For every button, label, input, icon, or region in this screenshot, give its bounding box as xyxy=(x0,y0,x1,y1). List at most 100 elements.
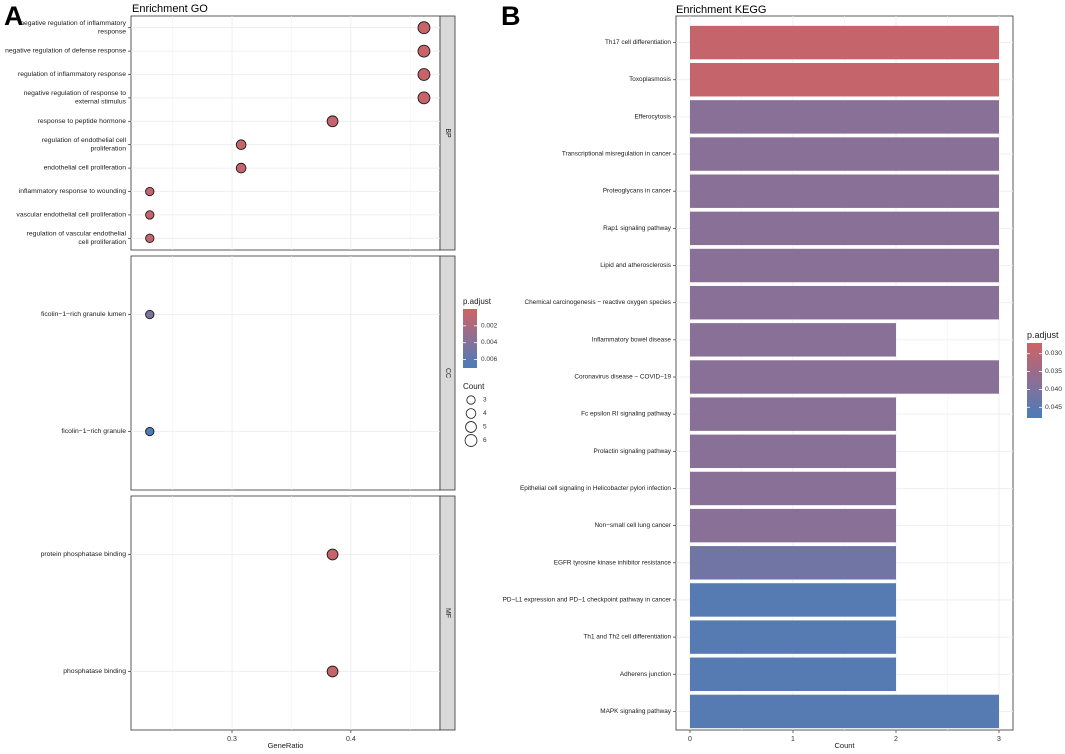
kegg-category-label: Non−small cell lung cancer xyxy=(594,522,671,529)
kegg-bar xyxy=(690,620,896,654)
go-term-label: external stimulus xyxy=(75,99,127,106)
kegg-category-label: Coronavirus disease − COVID−19 xyxy=(574,374,671,381)
kegg-bar xyxy=(690,211,999,246)
go-facet-strip xyxy=(439,255,456,491)
go-term-label: negative regulation of response to xyxy=(24,90,127,97)
kegg-category-label: Toxoplasmosis xyxy=(629,76,671,83)
kegg-bar-chart: Th17 cell differentiation Toxoplasmosis Ef… xyxy=(503,15,1062,750)
go-term-label: endothelial cell proliferation xyxy=(44,165,127,172)
go-dot xyxy=(235,162,247,174)
go-term-label: negative regulation of defense response xyxy=(5,48,126,55)
kegg-bar xyxy=(690,583,896,617)
go-term-label: vascular endothelial cell proliferation xyxy=(16,211,126,218)
kegg-category-label: PD−L1 expression and PD−1 checkpoint pat… xyxy=(503,596,672,603)
go-facet-strip xyxy=(439,15,456,251)
go-size-legend-label: 6 xyxy=(483,437,487,444)
kegg-category-label: Efferocytosis xyxy=(635,113,671,120)
kegg-legend-tick-label: 0.035 xyxy=(1045,368,1062,375)
go-dot xyxy=(145,426,155,437)
go-term-label: protein phosphatase binding xyxy=(41,551,127,558)
kegg-bar xyxy=(690,323,896,357)
kegg-x-tick-label: 1 xyxy=(791,736,795,743)
kegg-bar xyxy=(690,174,999,208)
go-size-legend-dot xyxy=(465,408,477,419)
kegg-x-tick-label: 2 xyxy=(894,736,898,743)
kegg-legend-tick-label: 0.040 xyxy=(1045,386,1062,393)
go-x-tick-label: 0.3 xyxy=(227,736,237,743)
panel-label-a: A xyxy=(4,1,24,31)
go-x-tick-label: 0.4 xyxy=(346,736,356,743)
kegg-x-axis-title: Count xyxy=(834,741,855,750)
kegg-category-label: Epithelial cell signaling in Helicobacte… xyxy=(520,485,671,492)
kegg-bar xyxy=(690,285,999,320)
kegg-category-label: Prolactin signaling pathway xyxy=(594,448,672,455)
go-dot xyxy=(417,68,431,81)
kegg-x-tick-label: 0 xyxy=(688,736,692,743)
kegg-bar xyxy=(690,694,999,729)
panel-label-b: B xyxy=(501,1,521,31)
go-dot xyxy=(417,44,431,58)
go-facet-strip xyxy=(439,495,456,731)
kegg-x-tick-label: 3 xyxy=(997,736,1001,743)
kegg-bar xyxy=(690,137,999,171)
go-dot xyxy=(417,91,431,105)
kegg-bar xyxy=(690,360,999,394)
go-dot xyxy=(235,139,247,150)
kegg-bar xyxy=(690,248,999,283)
go-legend-tick-label: 0.002 xyxy=(481,322,498,329)
kegg-category-label: Transcriptional misregulation in cancer xyxy=(562,151,672,158)
go-size-legend-label: 3 xyxy=(483,397,487,404)
kegg-bar xyxy=(690,63,999,97)
go-facet-label: MF xyxy=(444,608,451,618)
go-size-legend-title: Count xyxy=(463,382,485,391)
go-legend-colorbar xyxy=(463,309,477,368)
kegg-category-label: Inflammatory bowel disease xyxy=(592,336,672,343)
go-size-legend-dot xyxy=(465,421,477,433)
kegg-bar xyxy=(690,546,896,580)
kegg-bar xyxy=(690,25,999,60)
kegg-legend-colorbar xyxy=(1027,343,1042,418)
kegg-category-label: Proteoglycans in cancer xyxy=(603,188,672,195)
go-term-label: ficolin−1−rich granule xyxy=(61,428,126,435)
go-size-legend-label: 4 xyxy=(483,410,487,417)
go-dot xyxy=(145,210,155,220)
kegg-category-label: Th17 cell differentiation xyxy=(605,39,671,46)
go-term-label: cell proliferation xyxy=(78,239,126,246)
go-term-label: regulation of vascular endothelial xyxy=(27,231,127,238)
kegg-chart-title: Enrichment KEGG xyxy=(676,4,766,16)
kegg-legend-tick-label: 0.030 xyxy=(1045,350,1062,357)
go-dot xyxy=(145,309,155,320)
go-dot xyxy=(145,186,155,197)
go-size-legend-label: 5 xyxy=(483,424,487,431)
go-legend-title: p.adjust xyxy=(463,297,492,306)
kegg-legend-tick-label: 0.045 xyxy=(1045,404,1062,411)
go-term-label: inflammatory response to wounding xyxy=(19,188,127,195)
go-legend-tick-label: 0.004 xyxy=(481,339,498,346)
kegg-category-label: Th1 and Th2 cell differentiation xyxy=(583,634,671,641)
go-term-label: ficolin−1−rich granule lumen xyxy=(41,311,126,318)
go-term-label: negative regulation of inflammatory xyxy=(20,20,126,27)
kegg-category-label: EGFR tyrosine kinase inhibitor resistanc… xyxy=(554,559,672,566)
go-term-label: phosphatase binding xyxy=(63,668,126,675)
kegg-bar xyxy=(690,657,896,691)
go-term-label: proliferation xyxy=(90,145,126,152)
kegg-bar xyxy=(690,508,896,543)
go-dot xyxy=(326,548,339,561)
go-panel-frame xyxy=(130,255,441,491)
go-dot xyxy=(326,115,339,128)
go-x-axis-title: GeneRatio xyxy=(268,741,304,750)
go-term-label: regulation of inflammatory response xyxy=(18,71,126,78)
go-dot xyxy=(417,21,431,35)
go-size-legend-dot xyxy=(464,434,478,447)
go-size-legend-dot xyxy=(466,395,476,405)
kegg-category-label: Chemical carcinogenesis − reactive oxyge… xyxy=(524,299,671,306)
go-facet-label: CC xyxy=(444,368,451,378)
kegg-bar xyxy=(690,397,896,431)
kegg-bar xyxy=(690,471,896,506)
kegg-bar xyxy=(690,100,999,134)
go-panel-frame xyxy=(130,495,441,731)
go-term-label: response xyxy=(98,28,126,35)
kegg-category-label: MAPK signaling pathway xyxy=(600,708,671,715)
go-term-label: regulation of endothelial cell xyxy=(42,137,127,144)
